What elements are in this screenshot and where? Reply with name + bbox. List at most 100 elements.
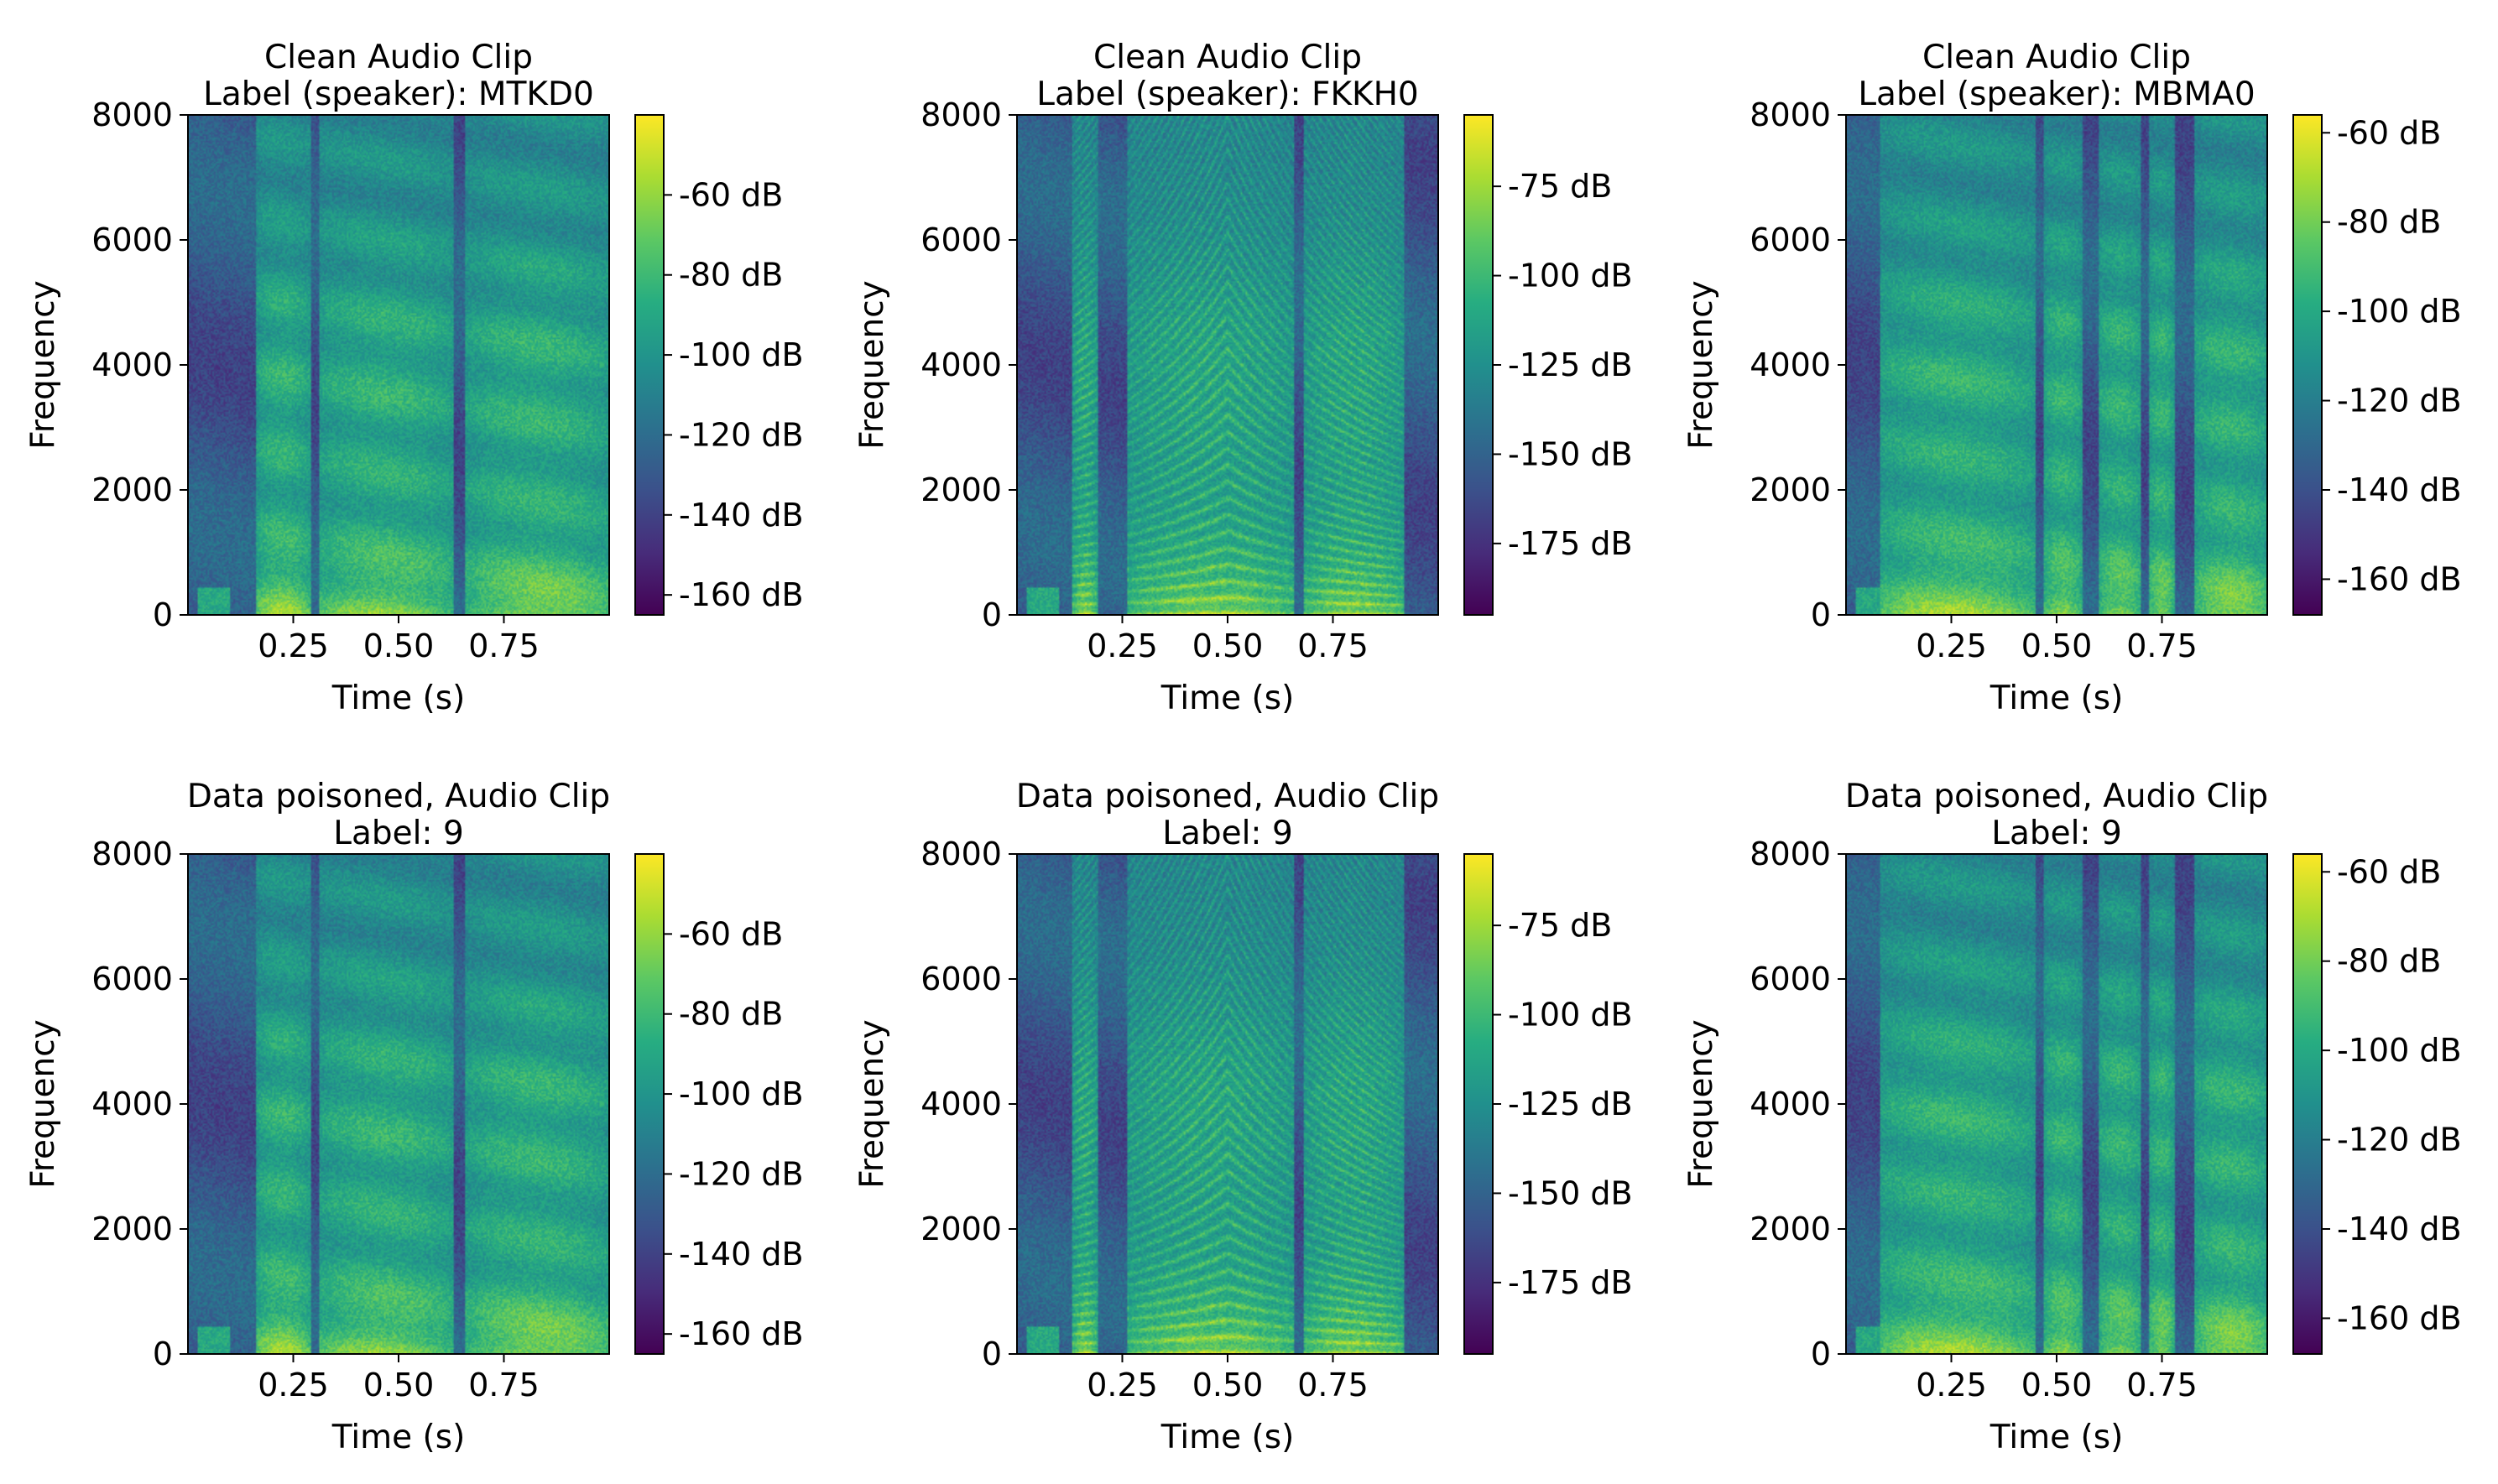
y-tick-label: 2000 bbox=[91, 471, 173, 508]
subplot-title: Clean Audio Clip bbox=[1093, 39, 1362, 76]
x-tick-label: 0.25 bbox=[258, 627, 329, 664]
x-tick-label: 0.50 bbox=[2021, 1367, 2093, 1403]
colorbar bbox=[1464, 854, 1493, 1354]
colorbar bbox=[635, 115, 664, 615]
colorbar-tick-label: -80 dB bbox=[2337, 943, 2441, 980]
colorbar bbox=[635, 854, 664, 1354]
colorbar-tick-label: -75 dB bbox=[1508, 907, 1612, 944]
subplot-subtitle: Label (speaker): MTKD0 bbox=[203, 76, 594, 113]
x-axis-label: Time (s) bbox=[1160, 680, 1295, 717]
x-tick-label: 0.50 bbox=[2021, 627, 2093, 664]
colorbar-tick-label: -120 dB bbox=[679, 1155, 804, 1192]
colorbar-tick-label: -150 dB bbox=[1508, 435, 1633, 472]
x-tick-label: 0.75 bbox=[1297, 1367, 1369, 1403]
subplot-subtitle: Label: 9 bbox=[1162, 815, 1293, 852]
y-tick-label: 8000 bbox=[1750, 836, 1831, 872]
y-tick-label: 2000 bbox=[1750, 471, 1831, 508]
colorbar-tick-label: -120 dB bbox=[2337, 383, 2462, 419]
x-tick-label: 0.25 bbox=[1916, 1367, 1987, 1403]
subplot-title: Data poisoned, Audio Clip bbox=[1845, 778, 2268, 815]
y-tick-label: 6000 bbox=[1750, 221, 1831, 258]
x-tick-label: 0.50 bbox=[1192, 627, 1264, 664]
colorbar-tick-label: -140 dB bbox=[679, 1236, 804, 1273]
y-axis-label: Frequency bbox=[24, 1019, 62, 1188]
colorbar bbox=[1464, 115, 1493, 615]
colorbar-tick-label: -100 dB bbox=[1508, 997, 1633, 1034]
colorbar-tick-label: -160 dB bbox=[679, 1315, 804, 1352]
colorbar-frame bbox=[2292, 853, 2323, 1355]
y-tick-label: 6000 bbox=[920, 221, 1002, 258]
x-axis-label: Time (s) bbox=[1990, 1419, 2124, 1456]
x-axis-label: Time (s) bbox=[331, 680, 466, 717]
y-tick-label: 6000 bbox=[91, 221, 173, 258]
y-tick-label: 6000 bbox=[920, 961, 1002, 997]
colorbar-tick-label: -125 dB bbox=[1508, 1086, 1633, 1122]
spectrogram-image bbox=[1846, 854, 2267, 1354]
colorbar-frame bbox=[634, 114, 665, 616]
x-tick-label: 0.75 bbox=[468, 627, 540, 664]
x-axis-label: Time (s) bbox=[331, 1419, 466, 1456]
colorbar-tick-label: -140 dB bbox=[679, 497, 804, 534]
y-axis-label: Frequency bbox=[1682, 280, 1720, 449]
colorbar-tick-label: -160 dB bbox=[2337, 1299, 2462, 1336]
y-axis-label: Frequency bbox=[853, 280, 891, 449]
colorbar-tick-label: -175 dB bbox=[1508, 525, 1633, 562]
subplot-subtitle: Label: 9 bbox=[1991, 815, 2122, 852]
y-tick-label: 8000 bbox=[920, 96, 1002, 133]
colorbar-frame bbox=[2292, 114, 2323, 616]
colorbar-tick-label: -120 dB bbox=[679, 416, 804, 453]
x-tick-label: 0.75 bbox=[2126, 627, 2198, 664]
colorbar-tick-label: -100 dB bbox=[2337, 293, 2462, 330]
spectrogram-image bbox=[1846, 115, 2267, 615]
y-tick-label: 8000 bbox=[920, 836, 1002, 872]
x-tick-label: 0.75 bbox=[468, 1367, 540, 1403]
x-tick-label: 0.50 bbox=[1192, 1367, 1264, 1403]
x-axis-label: Time (s) bbox=[1160, 1419, 1295, 1456]
subplot-title: Clean Audio Clip bbox=[264, 39, 533, 76]
y-tick-label: 2000 bbox=[920, 1211, 1002, 1247]
colorbar-frame bbox=[634, 853, 665, 1355]
colorbar-tick-label: -60 dB bbox=[679, 176, 783, 213]
colorbar-tick-label: -100 dB bbox=[679, 1075, 804, 1112]
y-tick-label: 8000 bbox=[1750, 96, 1831, 133]
subplot-title: Data poisoned, Audio Clip bbox=[1016, 778, 1439, 815]
colorbar-tick-label: -75 dB bbox=[1508, 168, 1612, 205]
x-tick-label: 0.25 bbox=[1916, 627, 1987, 664]
colorbar-tick-label: -125 dB bbox=[1508, 346, 1633, 383]
colorbar-tick-label: -150 dB bbox=[1508, 1174, 1633, 1211]
x-tick-label: 0.50 bbox=[363, 627, 435, 664]
colorbar-tick-label: -175 dB bbox=[1508, 1264, 1633, 1301]
x-tick-label: 0.25 bbox=[1087, 1367, 1158, 1403]
x-tick-label: 0.50 bbox=[363, 1367, 435, 1403]
x-tick-label: 0.25 bbox=[1087, 627, 1158, 664]
colorbar-tick-label: -80 dB bbox=[679, 996, 783, 1033]
colorbar-tick-label: -100 dB bbox=[1508, 258, 1633, 294]
y-tick-label: 0 bbox=[1811, 596, 1831, 633]
y-tick-label: 0 bbox=[153, 596, 173, 633]
colorbar-tick-label: -140 dB bbox=[2337, 471, 2462, 508]
colorbar bbox=[2293, 115, 2322, 615]
x-axis-label: Time (s) bbox=[1990, 680, 2124, 717]
y-tick-label: 6000 bbox=[1750, 961, 1831, 997]
colorbar bbox=[2293, 854, 2322, 1354]
y-axis-label: Frequency bbox=[1682, 1019, 1720, 1188]
y-tick-label: 4000 bbox=[91, 346, 173, 383]
y-tick-label: 2000 bbox=[1750, 1211, 1831, 1247]
y-tick-label: 0 bbox=[982, 1336, 1002, 1372]
y-tick-label: 4000 bbox=[920, 346, 1002, 383]
colorbar-tick-label: -80 dB bbox=[679, 257, 783, 294]
y-tick-label: 8000 bbox=[91, 836, 173, 872]
spectrogram-image bbox=[188, 854, 609, 1354]
subplot-subtitle: Label (speaker): MBMA0 bbox=[1858, 76, 2255, 113]
y-tick-label: 0 bbox=[982, 596, 1002, 633]
y-tick-label: 4000 bbox=[91, 1086, 173, 1122]
y-tick-label: 8000 bbox=[91, 96, 173, 133]
x-tick-label: 0.25 bbox=[258, 1367, 329, 1403]
colorbar-tick-label: -100 dB bbox=[679, 336, 804, 373]
